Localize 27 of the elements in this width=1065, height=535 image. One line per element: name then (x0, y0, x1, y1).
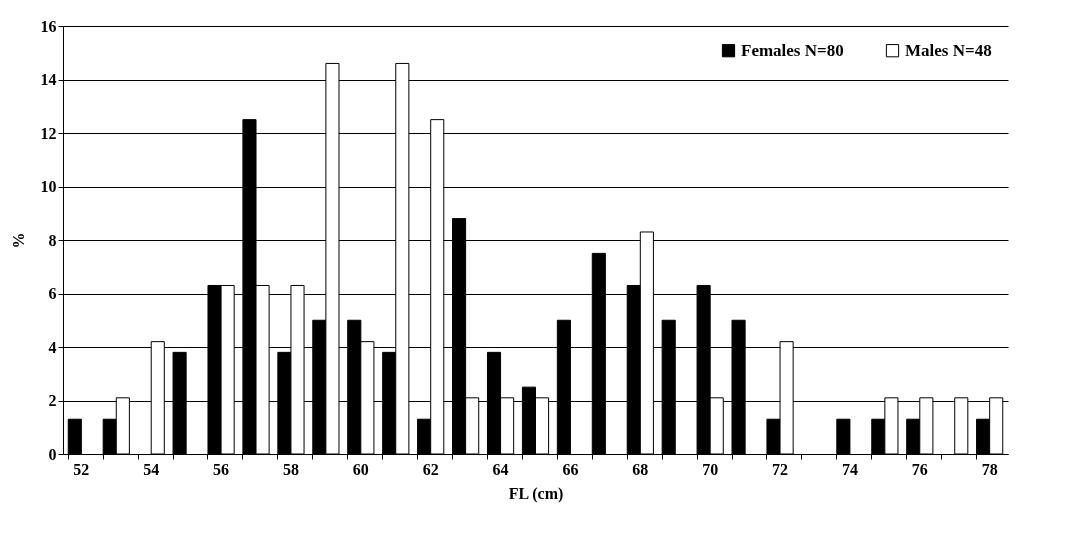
y-axis-title: % (9, 232, 27, 249)
x-tick-label: 68 (632, 460, 649, 478)
x-tick-label: 72 (772, 460, 789, 478)
x-tick-label: 52 (73, 460, 90, 478)
x-tick-label: 60 (352, 460, 369, 478)
x-tick-label: 56 (213, 460, 230, 478)
y-tick-label: 4 (48, 338, 57, 356)
y-tick-label: 12 (40, 124, 57, 142)
y-tick-label: 14 (40, 71, 57, 88)
y-tick-label: 8 (48, 231, 57, 249)
x-tick-label: 64 (492, 460, 509, 478)
x-tick-label: 74 (841, 460, 858, 478)
x-tick-label: 66 (562, 460, 579, 478)
legend-label: Males N=48 (905, 40, 992, 60)
y-tick-label: 2 (48, 392, 57, 409)
legend-label: Females N=80 (741, 40, 844, 60)
x-tick-label: 76 (911, 460, 928, 478)
y-tick-label: 6 (48, 285, 57, 302)
x-tick-label: 62 (422, 460, 439, 478)
y-tick-label: 10 (40, 178, 57, 195)
x-tick-label: 78 (981, 460, 998, 478)
x-axis-title: FL (cm) (508, 484, 564, 503)
y-tick-label: 16 (40, 17, 57, 35)
x-tick-label: 54 (143, 460, 160, 478)
x-tick-label: 58 (282, 460, 299, 478)
x-tick-label: 70 (702, 460, 719, 478)
y-tick-label: 0 (48, 445, 57, 463)
